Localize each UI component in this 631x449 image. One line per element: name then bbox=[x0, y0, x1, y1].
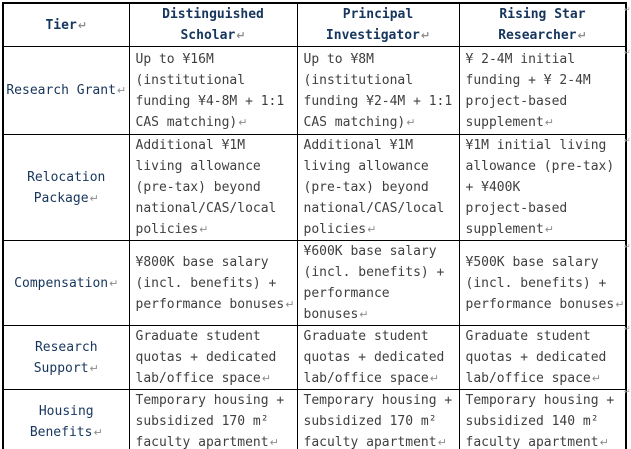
paragraph-mark-icon: ↵ bbox=[599, 436, 609, 449]
cell-compensation-distinguished-scholar: ¥800K base salary (incl. benefits) + per… bbox=[128, 240, 298, 326]
header-cell-principal-investigator: Principal Investigator↵ bbox=[296, 2, 460, 47]
header-principal-investigator-label: Principal Investigator bbox=[325, 7, 420, 43]
cell-research-support-rising-star-researcher: Graduate student quotas + dedicated lab/… bbox=[458, 325, 627, 390]
cell-research-support-distinguished-scholar: Graduate student quotas + dedicated lab/… bbox=[128, 325, 298, 390]
row-end-mark-icon: ↵ bbox=[624, 48, 631, 57]
cell-text: Additional ¥1M living allowance (pre-tax… bbox=[135, 138, 277, 237]
header-cell-distinguished-scholar: Distinguished Scholar↵ bbox=[128, 2, 298, 47]
tier-label: Relocation Package bbox=[27, 169, 106, 206]
table-row-relocation-package: Relocation Package↵ Additional ¥1M livin… bbox=[2, 134, 627, 241]
paragraph-mark-icon: ↵ bbox=[544, 115, 554, 129]
cell-research-support-principal-investigator: Graduate student quotas + dedicated lab/… bbox=[296, 325, 460, 390]
cell-housing-benefits-distinguished-scholar: Temporary housing + subsidized 170 m² fa… bbox=[128, 389, 298, 449]
cell-text: ¥600K base salary (incl. benefits) + per… bbox=[303, 244, 445, 322]
cell-housing-benefits-rising-star-researcher: Temporary housing + subsidized 140 m² fa… bbox=[458, 389, 627, 449]
tier-cell-research-grant: Research Grant↵ bbox=[2, 46, 130, 135]
paragraph-mark-icon: ↵ bbox=[420, 29, 431, 42]
cell-text: Graduate student quotas + dedicated lab/… bbox=[135, 329, 277, 386]
cell-text: Additional ¥1M living allowance (pre-tax… bbox=[303, 138, 445, 237]
cell-relocation-package-principal-investigator: Additional ¥1M living allowance (pre-tax… bbox=[296, 134, 460, 241]
paragraph-mark-icon: ↵ bbox=[285, 297, 295, 311]
paragraph-mark-icon: ↵ bbox=[437, 436, 447, 449]
paragraph-mark-icon: ↵ bbox=[261, 372, 271, 385]
paragraph-mark-icon: ↵ bbox=[615, 297, 625, 311]
table-row-research-grant: Research Grant↵ Up to ¥16M (institutiona… bbox=[2, 46, 627, 135]
header-tier-label: Tier bbox=[45, 17, 77, 33]
cell-text: Up to ¥8M (institutional funding ¥2-4M +… bbox=[303, 51, 453, 130]
row-end-mark-icon: ↵ bbox=[624, 242, 631, 251]
cell-relocation-package-distinguished-scholar: Additional ¥1M living allowance (pre-tax… bbox=[128, 134, 298, 241]
row-end-mark-icon: ↵ bbox=[624, 387, 631, 396]
paragraph-mark-icon: ↵ bbox=[367, 223, 377, 236]
tier-cell-research-support: Research Support↵ bbox=[2, 325, 130, 390]
cell-compensation-principal-investigator: ¥600K base salary (incl. benefits) + per… bbox=[296, 240, 460, 326]
paragraph-mark-icon: ↵ bbox=[199, 223, 209, 236]
cell-text: ¥800K base salary (incl. benefits) + per… bbox=[135, 254, 285, 312]
paragraph-mark-icon: ↵ bbox=[429, 372, 439, 385]
tier-cell-relocation-package: Relocation Package↵ bbox=[2, 134, 130, 241]
header-cell-tier: Tier↵ bbox=[2, 2, 130, 47]
paragraph-mark-icon: ↵ bbox=[93, 425, 103, 439]
row-end-mark-icon: ↵ bbox=[624, 136, 631, 145]
paragraph-mark-icon: ↵ bbox=[238, 115, 248, 129]
tier-label: Research Support bbox=[33, 339, 98, 376]
table-row-housing-benefits: Housing Benefits↵ Temporary housing + su… bbox=[2, 389, 627, 449]
row-end-mark-icon: ↵ bbox=[624, 324, 631, 333]
paragraph-mark-icon: ↵ bbox=[89, 191, 99, 205]
cell-text: Temporary housing + subsidized 170 m² fa… bbox=[303, 393, 453, 449]
cell-text: ¥500K base salary (incl. benefits) + per… bbox=[465, 254, 615, 312]
header-row: Tier↵ Distinguished Scholar↵ Principal I… bbox=[2, 2, 627, 47]
cell-text: ¥1M initial living allowance (pre-tax) +… bbox=[465, 138, 615, 237]
tier-cell-housing-benefits: Housing Benefits↵ bbox=[2, 389, 130, 449]
paragraph-mark-icon: ↵ bbox=[77, 18, 88, 32]
header-cell-rising-star-researcher: Rising Star Researcher↵ bbox=[458, 2, 627, 47]
row-end-mark-icon: ↵ bbox=[624, 5, 631, 14]
paragraph-mark-icon: ↵ bbox=[236, 29, 246, 42]
cell-research-grant-rising-star-researcher: ¥ 2-4M initial funding + ¥ 2-4M project-… bbox=[458, 46, 627, 135]
tier-label: Housing Benefits bbox=[29, 403, 94, 440]
cell-text: ¥ 2-4M initial funding + ¥ 2-4M project-… bbox=[465, 51, 591, 130]
cell-research-grant-distinguished-scholar: Up to ¥16M (institutional funding ¥4-8M … bbox=[128, 46, 298, 135]
tier-label: Research Grant bbox=[6, 83, 116, 98]
paragraph-mark-icon: ↵ bbox=[89, 361, 99, 375]
paragraph-mark-icon: ↵ bbox=[269, 436, 279, 449]
cell-text: Graduate student quotas + dedicated lab/… bbox=[303, 329, 445, 386]
cell-text: Temporary housing + subsidized 170 m² fa… bbox=[135, 393, 285, 449]
paragraph-mark-icon: ↵ bbox=[577, 29, 587, 42]
header-rising-star-researcher-label: Rising Star Researcher bbox=[498, 7, 586, 43]
tier-cell-compensation: Compensation↵ bbox=[2, 240, 130, 326]
table-row-compensation: Compensation↵ ¥800K base salary (incl. b… bbox=[2, 240, 627, 326]
cell-research-grant-principal-investigator: Up to ¥8M (institutional funding ¥2-4M +… bbox=[296, 46, 460, 135]
cell-text: Temporary housing + subsidized 140 m² fa… bbox=[465, 393, 615, 449]
paragraph-mark-icon: ↵ bbox=[116, 84, 127, 97]
cell-text: Up to ¥16M (institutional funding ¥4-8M … bbox=[135, 51, 285, 130]
paragraph-mark-icon: ↵ bbox=[591, 372, 601, 385]
cell-housing-benefits-principal-investigator: Temporary housing + subsidized 170 m² fa… bbox=[296, 389, 460, 449]
header-distinguished-scholar-label: Distinguished Scholar bbox=[162, 7, 264, 43]
table-row-research-support: Research Support↵ Graduate student quota… bbox=[2, 325, 627, 390]
tier-label: Compensation bbox=[14, 275, 109, 291]
paragraph-mark-icon: ↵ bbox=[544, 223, 554, 236]
paragraph-mark-icon: ↵ bbox=[359, 308, 369, 321]
paragraph-mark-icon: ↵ bbox=[406, 115, 416, 129]
cell-compensation-rising-star-researcher: ¥500K base salary (incl. benefits) + per… bbox=[458, 240, 627, 326]
cell-relocation-package-rising-star-researcher: ¥1M initial living allowance (pre-tax) +… bbox=[458, 134, 627, 241]
paragraph-mark-icon: ↵ bbox=[109, 276, 119, 290]
cell-text: Graduate student quotas + dedicated lab/… bbox=[465, 329, 607, 386]
